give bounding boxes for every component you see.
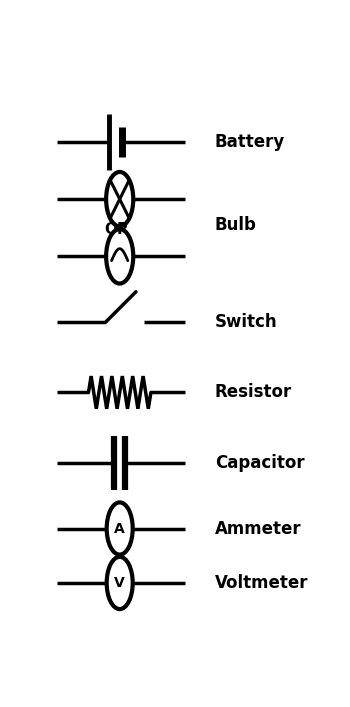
Circle shape <box>107 503 133 555</box>
Text: Switch: Switch <box>215 312 277 331</box>
Text: A: A <box>114 522 125 535</box>
Text: Battery: Battery <box>215 133 285 151</box>
Text: Bulb: Bulb <box>215 216 257 234</box>
Circle shape <box>107 557 133 609</box>
Text: Voltmeter: Voltmeter <box>215 574 308 592</box>
Text: Ammeter: Ammeter <box>215 520 301 537</box>
Text: OR: OR <box>105 221 130 237</box>
Text: Resistor: Resistor <box>215 383 292 402</box>
Text: Capacitor: Capacitor <box>215 454 304 472</box>
Text: V: V <box>114 576 125 590</box>
